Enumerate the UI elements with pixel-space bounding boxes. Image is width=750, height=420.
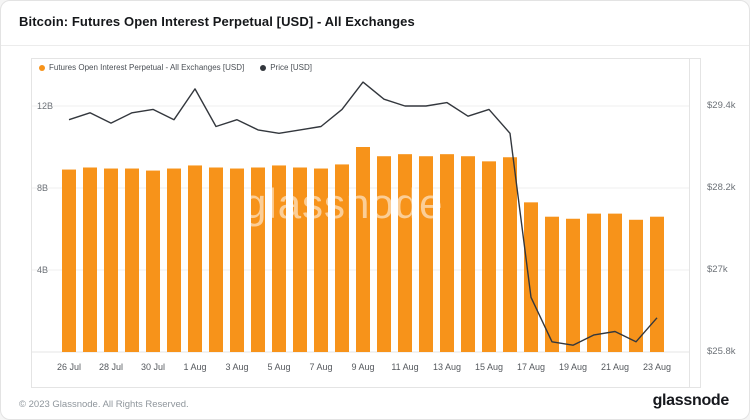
- open-interest-bar[interactable]: [545, 216, 559, 352]
- page-title: Bitcoin: Futures Open Interest Perpetual…: [19, 14, 415, 29]
- y-axis-tick-right: $25.8k: [707, 346, 736, 357]
- y-axis-tick-left: 12B: [37, 101, 53, 111]
- open-interest-bar[interactable]: [650, 216, 664, 352]
- y-axis-tick-right: $29.4k: [707, 100, 736, 111]
- glassnode-logo: glassnode: [652, 392, 730, 409]
- open-interest-bar[interactable]: [398, 154, 412, 352]
- price-line: [68, 81, 658, 346]
- chart-panel: 12B 8B 4B 26 Jul 28 Jul 30 Jul 1 Aug 3 Aug 5 Aug…: [31, 58, 701, 388]
- open-interest-bar[interactable]: [335, 164, 349, 352]
- x-axis-tick: 3 Aug: [225, 362, 248, 372]
- x-axis-tick: 11 Aug: [391, 362, 418, 372]
- x-axis-tick: 26 Jul: [57, 362, 81, 372]
- header-divider: [1, 45, 749, 46]
- open-interest-bar[interactable]: [566, 218, 580, 352]
- open-interest-bar[interactable]: [230, 168, 244, 352]
- open-interest-bar[interactable]: [314, 168, 328, 352]
- x-axis-tick: 5 Aug: [267, 362, 290, 372]
- open-interest-bar[interactable]: [419, 156, 433, 352]
- open-interest-bar[interactable]: [125, 168, 139, 352]
- open-interest-bar[interactable]: [440, 154, 454, 352]
- copyright-text: © 2023 Glassnode. All Rights Reserved.: [19, 399, 189, 410]
- open-interest-bar[interactable]: [104, 168, 118, 352]
- open-interest-bar[interactable]: [293, 167, 307, 353]
- y-axis-tick-left: 4B: [37, 265, 48, 275]
- open-interest-bar[interactable]: [503, 157, 517, 352]
- x-axis-tick: 30 Jul: [141, 362, 165, 372]
- open-interest-bar[interactable]: [461, 156, 475, 352]
- x-axis-tick: 13 Aug: [433, 362, 461, 372]
- open-interest-bar[interactable]: [608, 213, 622, 352]
- x-axis-tick: 28 Jul: [99, 362, 123, 372]
- y-axis-tick-left: 8B: [37, 183, 48, 193]
- open-interest-bar[interactable]: [251, 167, 265, 353]
- open-interest-bar[interactable]: [83, 167, 97, 353]
- open-interest-bar[interactable]: [482, 161, 496, 352]
- y-axis-tick-right: $28.2k: [707, 182, 736, 193]
- open-interest-bar[interactable]: [524, 202, 538, 352]
- x-axis-tick: 1 Aug: [183, 362, 206, 372]
- x-axis-tick: 23 Aug: [643, 362, 671, 372]
- y-axis-tick-right: $27k: [707, 264, 728, 275]
- open-interest-bar[interactable]: [272, 165, 286, 352]
- open-interest-bar[interactable]: [587, 213, 601, 352]
- chart-border: [31, 58, 701, 388]
- x-axis-tick: 17 Aug: [517, 362, 545, 372]
- x-axis-tick: 15 Aug: [475, 362, 503, 372]
- open-interest-bar[interactable]: [356, 147, 370, 352]
- open-interest-bar[interactable]: [62, 169, 76, 352]
- x-axis-tick: 21 Aug: [601, 362, 629, 372]
- open-interest-bar[interactable]: [377, 156, 391, 352]
- x-axis-tick: 7 Aug: [309, 362, 332, 372]
- x-axis-tick: 19 Aug: [559, 362, 587, 372]
- open-interest-bar[interactable]: [146, 170, 160, 352]
- x-axis-tick: 9 Aug: [351, 362, 374, 372]
- open-interest-bar[interactable]: [629, 219, 643, 352]
- chart-svg[interactable]: 12B 8B 4B 26 Jul 28 Jul 30 Jul 1 Aug 3 Aug 5 Aug…: [31, 58, 701, 388]
- open-interest-bar[interactable]: [167, 168, 181, 352]
- open-interest-bar[interactable]: [209, 167, 223, 353]
- open-interest-bar[interactable]: [188, 165, 202, 352]
